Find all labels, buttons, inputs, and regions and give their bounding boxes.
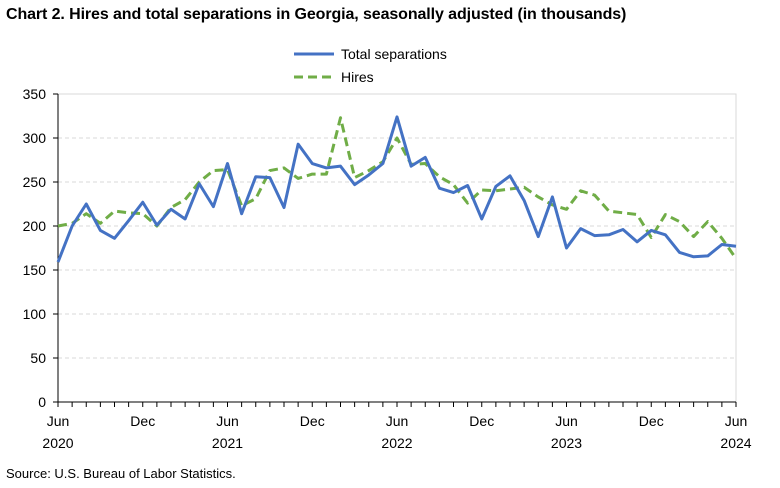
y-tick-label: 100	[23, 306, 47, 322]
x-tick-label: Jun	[386, 413, 409, 429]
source-note: Source: U.S. Bureau of Labor Statistics.	[6, 466, 236, 481]
y-tick-label: 250	[23, 174, 47, 190]
series-line-hires	[57, 116, 738, 260]
legend-label: Hires	[341, 69, 374, 85]
x-tick-label: Dec	[130, 413, 155, 429]
chart-title: Chart 2. Hires and total separations in …	[6, 6, 627, 23]
x-tick-label: Dec	[469, 413, 494, 429]
x-tick-year-label: 2023	[551, 435, 582, 451]
legend-label: Total separations	[341, 46, 447, 62]
x-tick-label: Dec	[639, 413, 664, 429]
x-tick-label: Dec	[300, 413, 325, 429]
x-tick-year-label: 2021	[212, 435, 243, 451]
gridlines	[58, 93, 736, 359]
y-tick-label: 50	[30, 350, 46, 366]
y-tick-label: 0	[38, 394, 46, 410]
legend: Total separations Hires	[294, 46, 447, 85]
x-tick-label: Jun	[725, 413, 748, 429]
y-tick-label: 200	[23, 218, 47, 234]
x-tick-year-label: 2024	[720, 435, 751, 451]
axes: 0 50 100 150 200 250 300 350 Jun 2020 Dec Jun 2021 De…	[23, 86, 752, 451]
x-tick-label: Jun	[555, 413, 578, 429]
y-tick-label: 300	[23, 130, 47, 146]
y-tick-label: 350	[23, 86, 47, 102]
x-tick-year-label: 2020	[42, 435, 73, 451]
x-tick-label: Jun	[216, 413, 239, 429]
x-tick-label: Jun	[47, 413, 70, 429]
series-line-total-separations	[56, 115, 737, 263]
x-tick-year-label: 2022	[381, 435, 412, 451]
series-group	[56, 115, 738, 263]
y-tick-label: 150	[23, 262, 47, 278]
